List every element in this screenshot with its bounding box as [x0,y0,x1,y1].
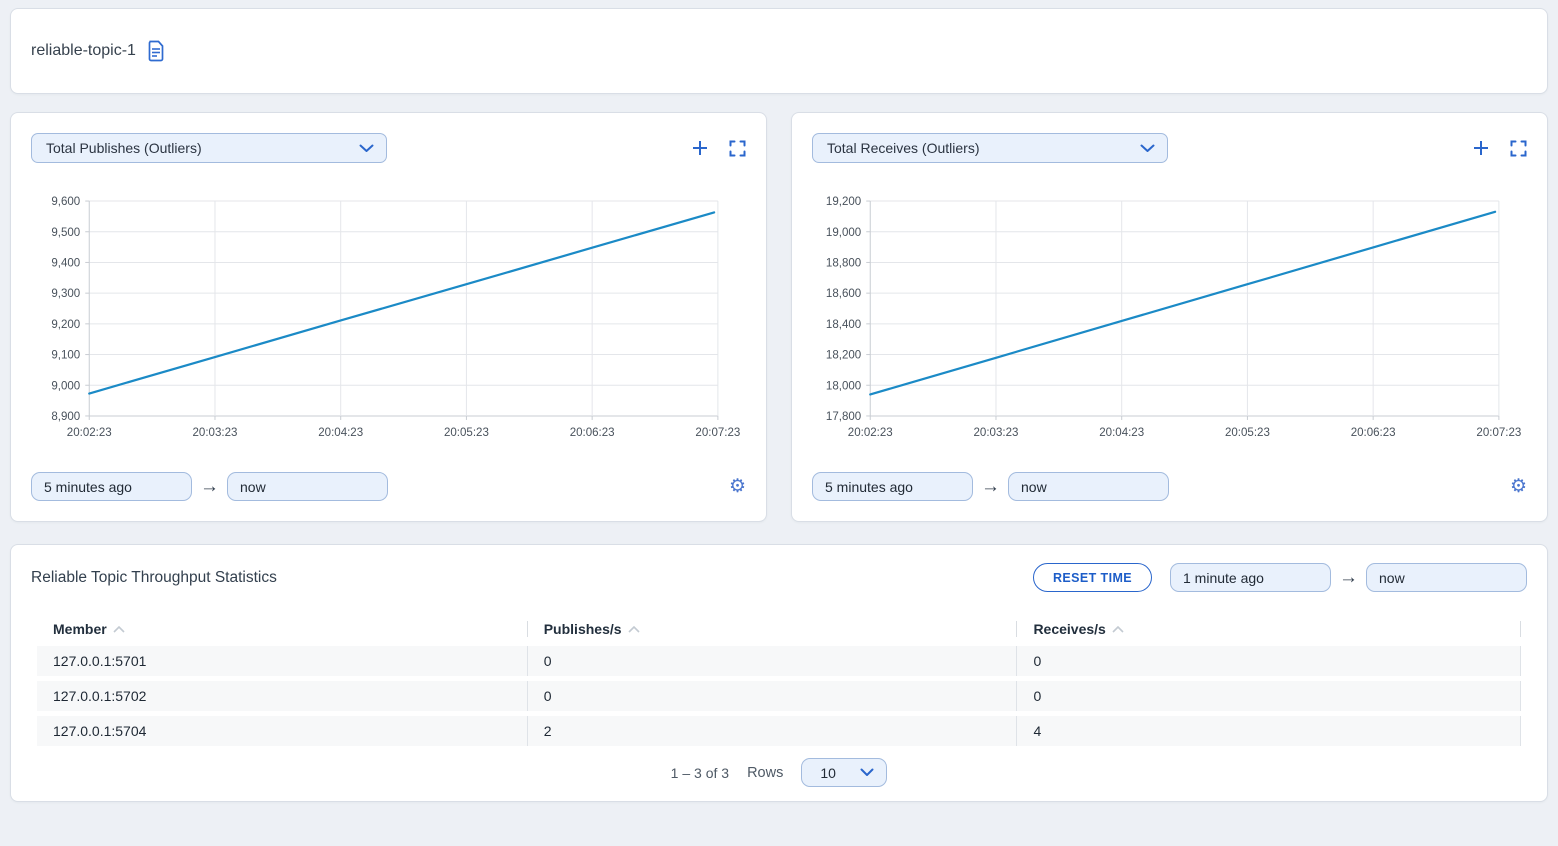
stats-time-to-input[interactable] [1366,563,1527,593]
pagination-bar: 1 – 3 of 3 Rows 10 [31,758,1527,788]
time-from-input[interactable] [812,472,973,502]
svg-text:20:02:23: 20:02:23 [67,427,112,439]
table-cell: 127.0.0.1:5701 [53,653,147,670]
plus-icon [1472,139,1490,157]
receives-line-chart: 17,800 18,000 18,200 18,400 18,600 18,800 19,0… [826,196,1521,439]
metric-select-label: Total Publishes (Outliers) [46,140,202,156]
svg-text:17,800: 17,800 [826,411,861,423]
rows-per-page-select[interactable]: 10 [801,758,888,788]
svg-text:9,200: 9,200 [51,319,80,331]
svg-text:20:07:23: 20:07:23 [1476,427,1521,439]
svg-text:18,000: 18,000 [826,380,861,392]
svg-text:8,900: 8,900 [51,411,80,423]
chevron-down-icon [359,144,374,153]
svg-text:18,200: 18,200 [826,350,861,362]
svg-text:20:04:23: 20:04:23 [1099,427,1144,439]
svg-text:19,000: 19,000 [826,227,861,239]
table-cell: 127.0.0.1:5704 [53,723,147,740]
throughput-table: Member Publishes/s Receives/s 127.0.0.1:… [37,614,1521,747]
receives-chart-card: Total Receives (Outliers) [791,112,1548,523]
rows-per-page-value: 10 [820,764,836,781]
metric-select-publishes[interactable]: Total Publishes (Outliers) [31,133,387,163]
table-cell: 0 [1016,646,1521,677]
column-header-receives[interactable]: Receives/s [1016,621,1521,638]
fullscreen-icon [1510,140,1527,157]
plus-icon [691,139,709,157]
add-chart-button[interactable] [1472,139,1490,157]
sort-caret-icon [627,625,640,633]
sort-caret-icon [1112,625,1124,633]
table-cell: 0 [1016,681,1521,712]
table-row[interactable]: 127.0.0.1:5701 0 0 [37,646,1521,677]
time-to-input[interactable] [227,472,388,502]
pagination-range: 1 – 3 of 3 [670,764,730,781]
add-chart-button[interactable] [691,139,709,157]
table-cell: 2 [526,716,1017,747]
chevron-down-icon [860,768,874,777]
rows-per-page-label: Rows [747,764,784,781]
svg-text:20:05:23: 20:05:23 [1225,427,1270,439]
throughput-stats-card: Reliable Topic Throughput Statistics RES… [10,544,1548,803]
svg-text:20:03:23: 20:03:23 [193,427,238,439]
svg-text:20:03:23: 20:03:23 [974,427,1019,439]
fullscreen-button[interactable] [1510,140,1527,157]
gear-icon: ⚙ [1509,476,1527,498]
stats-panel-title: Reliable Topic Throughput Statistics [31,568,277,586]
svg-text:20:06:23: 20:06:23 [570,427,615,439]
svg-text:9,500: 9,500 [51,227,80,239]
svg-text:18,800: 18,800 [826,257,861,269]
stats-time-from-input[interactable] [1170,563,1331,593]
fullscreen-icon [729,140,746,157]
chart-settings-button[interactable]: ⚙ [1510,477,1527,496]
svg-text:19,200: 19,200 [826,196,861,208]
svg-text:9,600: 9,600 [51,196,80,208]
time-to-input[interactable] [1008,472,1169,502]
column-header-member[interactable]: Member [37,621,527,637]
table-body: 127.0.0.1:5701 0 0 127.0.0.1:5702 0 0 127.0.0.… [37,646,1521,747]
chevron-down-icon [1140,144,1155,153]
arrow-right-icon: → [1339,567,1358,589]
table-cell: 0 [526,646,1017,677]
arrow-right-icon: → [981,476,1000,498]
publishes-line-chart: 8,900 9,000 9,100 9,200 9,300 9,400 9,500 9,600… [51,196,740,439]
sort-caret-icon [113,625,125,633]
svg-text:20:06:23: 20:06:23 [1351,427,1396,439]
column-header-publishes[interactable]: Publishes/s [526,621,1017,638]
table-header-row: Member Publishes/s Receives/s [37,614,1521,646]
svg-text:20:04:23: 20:04:23 [318,427,363,439]
svg-text:9,300: 9,300 [51,288,80,300]
table-cell: 0 [526,681,1017,712]
table-cell: 4 [1016,716,1521,747]
svg-text:9,100: 9,100 [51,350,80,362]
topic-header-card: reliable-topic-1 [10,8,1548,94]
svg-text:20:02:23: 20:02:23 [848,427,893,439]
publishes-chart-card: Total Publishes (Outliers) [10,112,767,523]
svg-text:9,000: 9,000 [51,380,80,392]
gear-icon: ⚙ [728,476,746,498]
reset-time-button[interactable]: RESET TIME [1032,563,1152,593]
svg-text:9,400: 9,400 [51,257,80,269]
document-icon[interactable] [146,40,166,62]
svg-text:20:05:23: 20:05:23 [444,427,489,439]
fullscreen-button[interactable] [729,140,746,157]
arrow-right-icon: → [200,476,219,498]
svg-text:18,400: 18,400 [826,319,861,331]
time-from-input[interactable] [31,472,192,502]
svg-text:18,600: 18,600 [826,288,861,300]
charts-row: Total Publishes (Outliers) [10,112,1548,523]
table-row[interactable]: 127.0.0.1:5704 2 4 [37,716,1521,747]
metric-select-receives[interactable]: Total Receives (Outliers) [812,133,1168,163]
chart-settings-button[interactable]: ⚙ [729,477,746,496]
page-title: reliable-topic-1 [31,42,136,59]
metric-select-label: Total Receives (Outliers) [827,140,980,156]
table-row[interactable]: 127.0.0.1:5702 0 0 [37,681,1521,712]
svg-text:20:07:23: 20:07:23 [695,427,740,439]
table-cell: 127.0.0.1:5702 [53,688,147,705]
